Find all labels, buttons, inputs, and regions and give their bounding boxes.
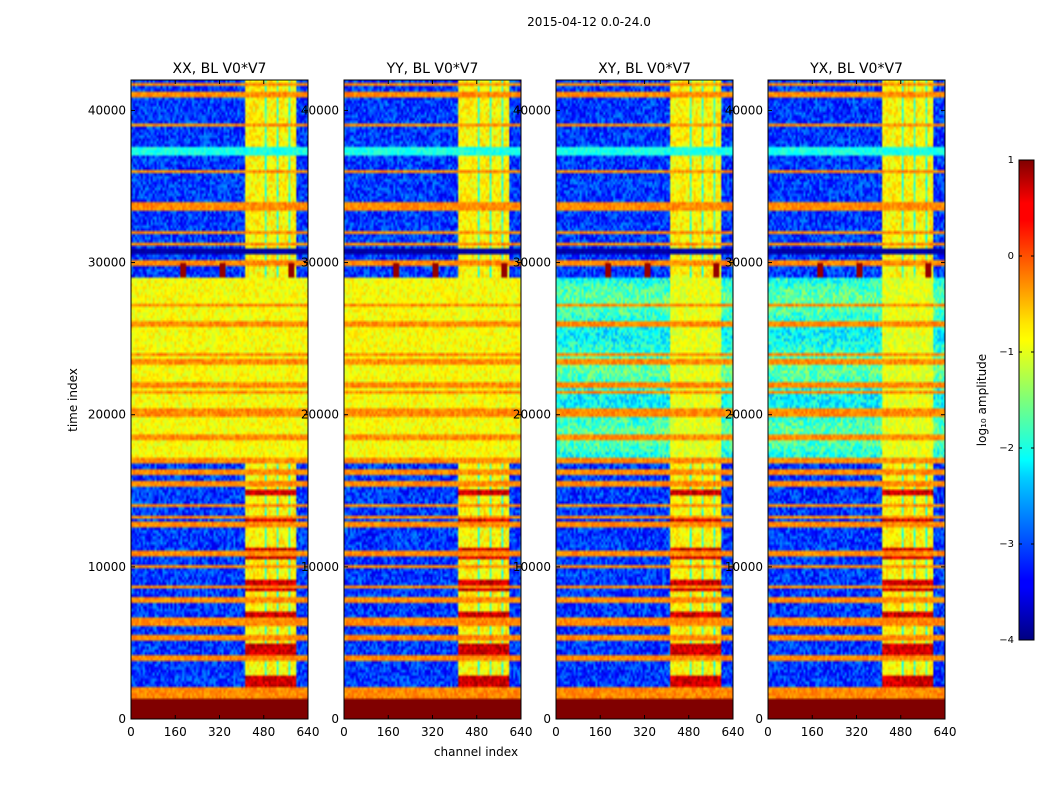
y-tick-label: 0 — [543, 712, 551, 726]
y-tick-label: 20000 — [88, 408, 126, 422]
x-tick-label: 480 — [677, 725, 700, 739]
x-axis-label: channel index — [434, 745, 518, 759]
x-tick-label: 640 — [722, 725, 745, 739]
heatmap-image — [131, 80, 308, 719]
panel-yy: YY, BL V0*V7 0 160 320 480 640 0 10000 20000 3000… — [301, 61, 533, 739]
panels: XX, BL V0*V7 0 160 320 480 640 0 10000 20000 3000… — [88, 61, 957, 739]
colorbar-gradient — [1018, 159, 1035, 641]
panel-title: XY, BL V0*V7 — [598, 61, 691, 77]
x-tick-label: 160 — [801, 725, 824, 739]
heatmap-image — [556, 80, 733, 719]
colorbar: 1 0 −1 −2 −3 −4 log₁₀ amplitude — [975, 155, 1035, 646]
y-tick-label: 0 — [118, 712, 126, 726]
panel-xy: XY, BL V0*V7 0 160 320 480 640 0 10000 20000 3000… — [513, 61, 745, 739]
y-tick-label: 40000 — [88, 103, 126, 117]
y-tick-label: 30000 — [513, 256, 551, 270]
colorbar-tick-label: 1 — [1008, 155, 1014, 166]
x-tick-label: 0 — [552, 725, 560, 739]
x-tick-label: 480 — [465, 725, 488, 739]
colorbar-tick-label: −2 — [999, 443, 1014, 454]
colorbar-tick-label: −4 — [999, 635, 1014, 646]
y-tick-label: 0 — [755, 712, 763, 726]
heatmap-image — [344, 80, 521, 719]
y-tick-label: 40000 — [301, 103, 339, 117]
y-axis-label: time index — [66, 368, 80, 432]
x-tick-label: 640 — [510, 725, 533, 739]
y-tick-label: 20000 — [513, 408, 551, 422]
y-tick-label: 20000 — [301, 408, 339, 422]
panel-title: YY, BL V0*V7 — [386, 61, 479, 77]
colorbar-label: log₁₀ amplitude — [975, 354, 989, 446]
y-tick-label: 40000 — [725, 103, 763, 117]
panel-title: XX, BL V0*V7 — [173, 61, 267, 77]
x-tick-label: 0 — [764, 725, 772, 739]
x-tick-label: 640 — [934, 725, 957, 739]
x-tick-label: 320 — [633, 725, 656, 739]
panel-xx: XX, BL V0*V7 0 160 320 480 640 0 10000 20000 3000… — [88, 61, 320, 739]
suptitle: 2015-04-12 0.0-24.0 — [527, 15, 651, 29]
x-tick-label: 480 — [252, 725, 275, 739]
y-tick-label: 30000 — [88, 256, 126, 270]
y-tick-label: 10000 — [513, 560, 551, 574]
y-tick-label: 10000 — [725, 560, 763, 574]
y-tick-label: 30000 — [725, 256, 763, 270]
x-tick-label: 160 — [164, 725, 187, 739]
colorbar-ticks: 1 0 −1 −2 −3 −4 — [999, 155, 1034, 646]
x-tick-label: 0 — [127, 725, 135, 739]
x-tick-label: 480 — [889, 725, 912, 739]
x-tick-label: 0 — [340, 725, 348, 739]
y-tick-label: 40000 — [513, 103, 551, 117]
colorbar-tick-label: 0 — [1008, 251, 1014, 262]
x-tick-label: 320 — [421, 725, 444, 739]
panel-yx: YX, BL V0*V7 0 160 320 480 640 0 10000 20000 3000… — [725, 61, 957, 739]
x-tick-label: 320 — [845, 725, 868, 739]
x-tick-label: 160 — [377, 725, 400, 739]
y-tick-label: 10000 — [88, 560, 126, 574]
y-tick-label: 20000 — [725, 408, 763, 422]
x-tick-label: 320 — [208, 725, 231, 739]
y-tick-label: 10000 — [301, 560, 339, 574]
colorbar-tick-label: −3 — [999, 539, 1014, 550]
x-tick-label: 160 — [589, 725, 612, 739]
panel-title: YX, BL V0*V7 — [809, 61, 903, 77]
x-tick-label: 640 — [297, 725, 320, 739]
y-tick-label: 0 — [331, 712, 339, 726]
colorbar-tick-label: −1 — [999, 347, 1014, 358]
heatmap-image — [768, 80, 945, 719]
y-tick-label: 30000 — [301, 256, 339, 270]
